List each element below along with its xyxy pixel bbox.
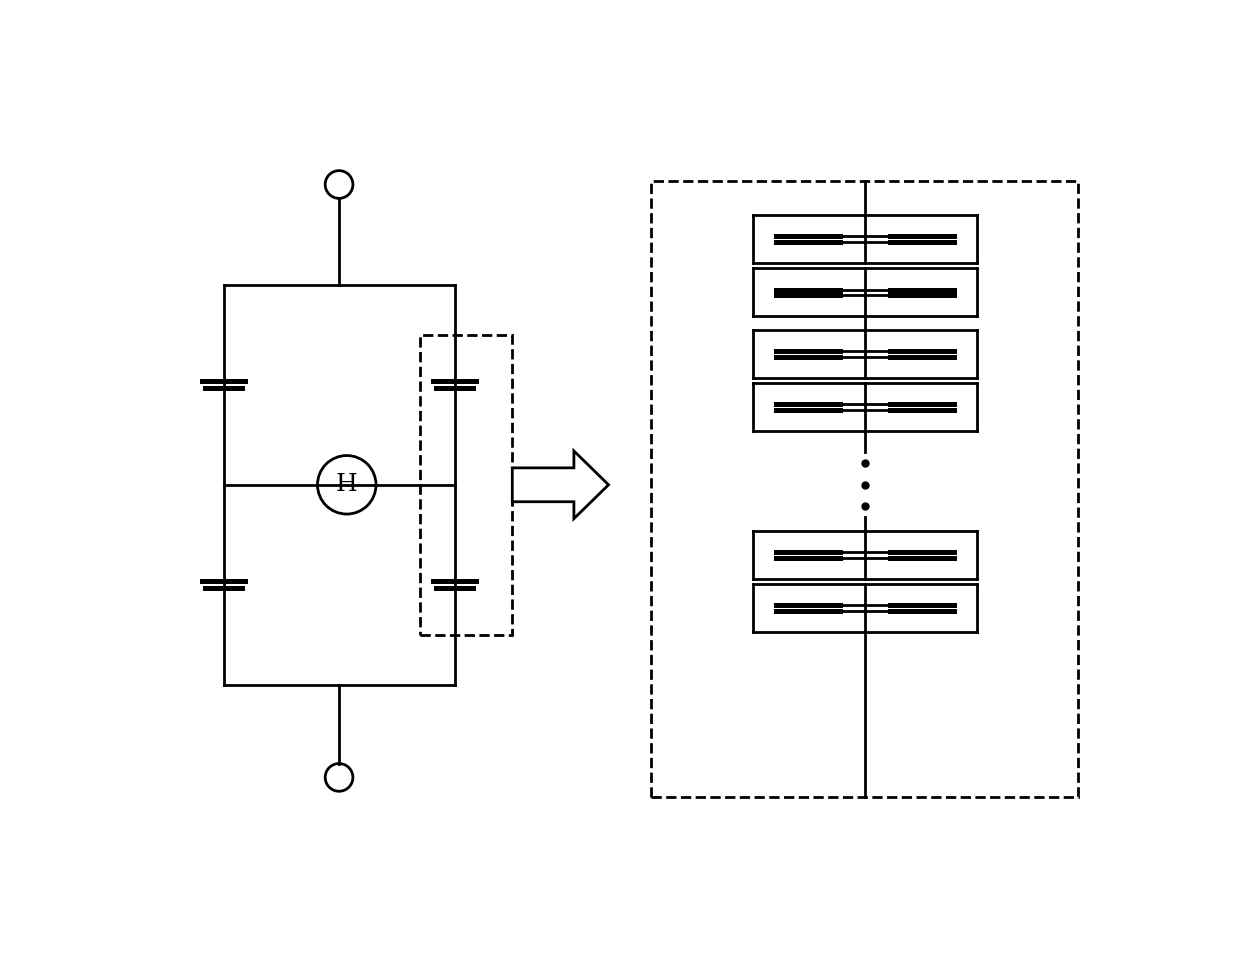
Text: H: H [336,473,357,496]
Bar [420,335,512,635]
Polygon shape [512,451,609,518]
Bar [651,180,1079,797]
